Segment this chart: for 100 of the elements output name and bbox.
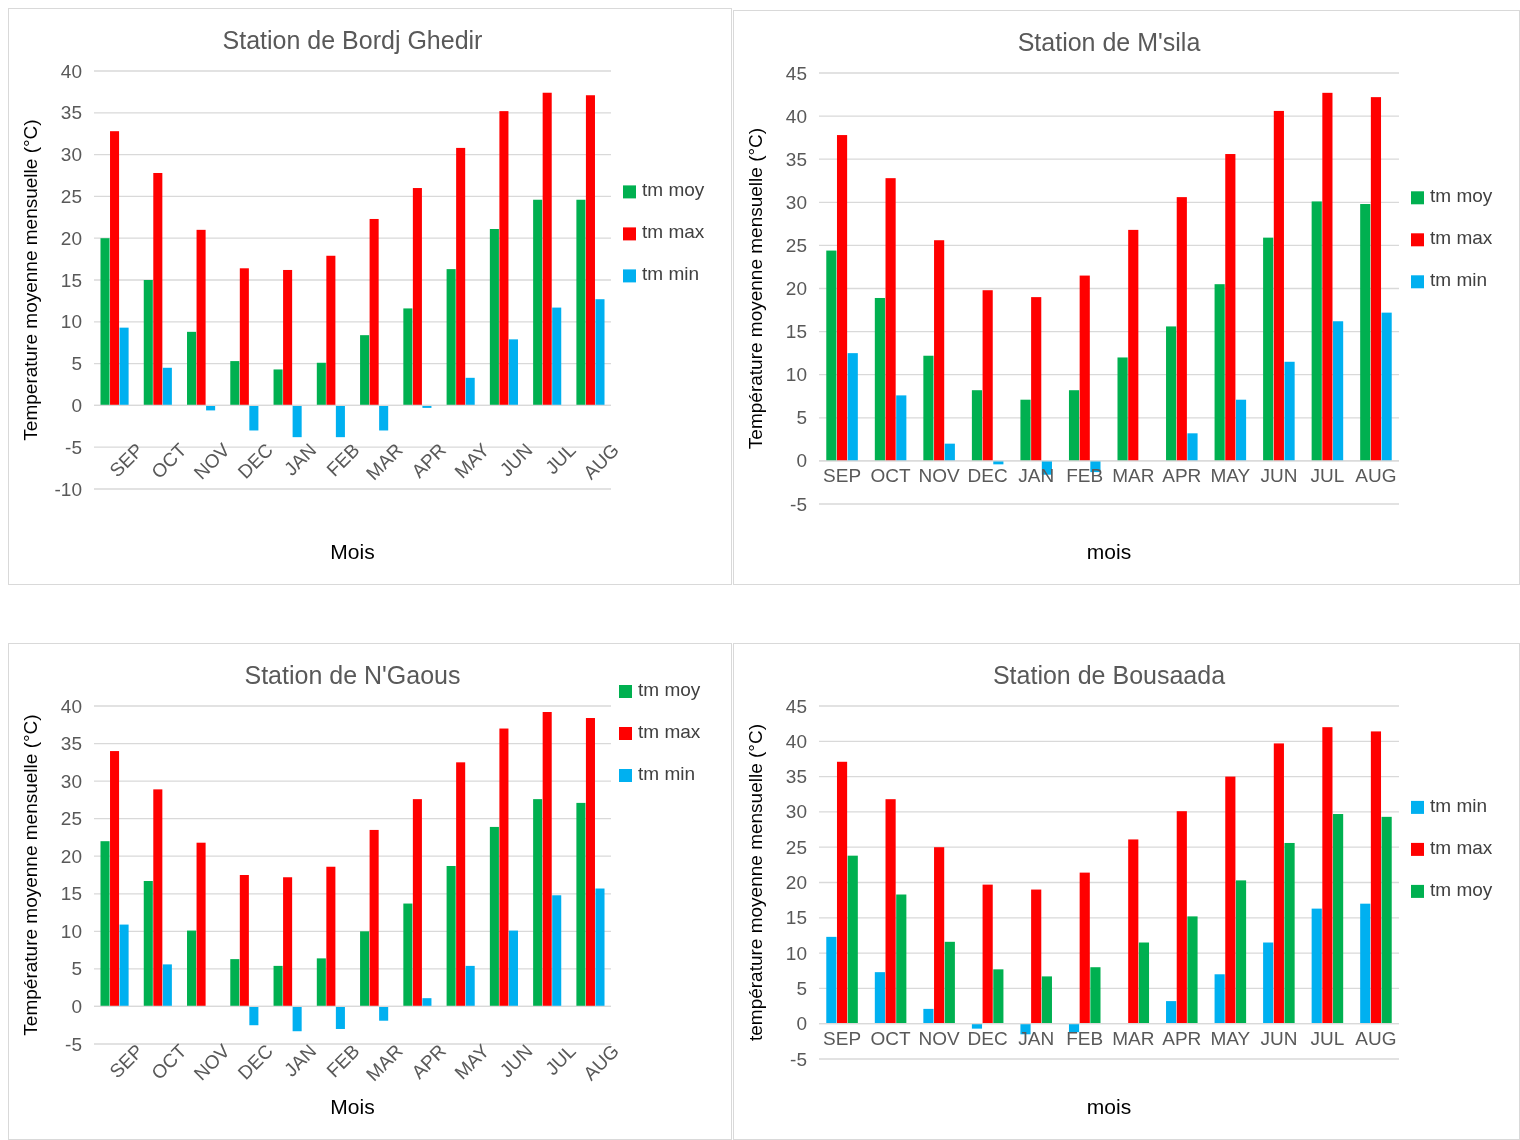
bar bbox=[412, 188, 422, 406]
legend-label: tm max bbox=[642, 221, 705, 243]
bar bbox=[1079, 872, 1090, 1024]
y-tick-label: 0 bbox=[796, 450, 807, 472]
y-tick-label: 40 bbox=[785, 105, 807, 127]
y-tick-label: 10 bbox=[785, 942, 807, 964]
bar bbox=[465, 965, 475, 1007]
bar bbox=[1360, 903, 1371, 1024]
y-tick-label: 15 bbox=[60, 269, 82, 291]
x-tick-label: FEB bbox=[1066, 1028, 1104, 1050]
x-tick-label: APR bbox=[1162, 465, 1202, 487]
bar bbox=[143, 280, 153, 406]
bar bbox=[153, 789, 163, 1007]
x-tick-label: JUN bbox=[1260, 1028, 1298, 1050]
bar bbox=[100, 238, 110, 406]
y-tick-label: 30 bbox=[785, 801, 807, 823]
bar bbox=[1322, 727, 1333, 1024]
x-tick-label: FEB bbox=[1066, 465, 1104, 487]
bar bbox=[934, 847, 945, 1024]
x-tick-label: JUN bbox=[1260, 465, 1298, 487]
bar bbox=[316, 958, 326, 1007]
y-tick-label: -10 bbox=[54, 478, 82, 500]
x-tick-label: DEC bbox=[967, 1028, 1008, 1050]
bar bbox=[1041, 976, 1052, 1024]
bar bbox=[508, 339, 518, 406]
bar bbox=[1166, 1001, 1177, 1024]
x-tick-label: NOV bbox=[918, 465, 961, 487]
y-tick-label: -5 bbox=[790, 1048, 807, 1070]
bar bbox=[982, 884, 993, 1024]
bar bbox=[896, 894, 907, 1024]
bar bbox=[1322, 92, 1333, 461]
chart-title: Station de M'sila bbox=[1017, 28, 1201, 56]
bar bbox=[187, 930, 197, 1007]
bar bbox=[239, 875, 249, 1007]
bar bbox=[283, 877, 293, 1007]
bar bbox=[533, 799, 543, 1007]
bar bbox=[847, 855, 858, 1024]
x-tick-label: JUL bbox=[541, 439, 580, 479]
x-tick-label: OCT bbox=[870, 1028, 912, 1050]
legend-label: tm min bbox=[1430, 794, 1487, 816]
bar bbox=[360, 931, 370, 1007]
bar bbox=[403, 308, 413, 406]
bar bbox=[1273, 110, 1284, 461]
bar bbox=[1284, 842, 1295, 1024]
bar bbox=[1381, 816, 1392, 1024]
bar bbox=[196, 229, 206, 406]
bar bbox=[1187, 916, 1198, 1024]
y-tick-label: 25 bbox=[60, 808, 82, 830]
bar bbox=[1020, 399, 1031, 461]
bar bbox=[885, 799, 896, 1024]
bar bbox=[1138, 942, 1150, 1024]
y-tick-label: 10 bbox=[785, 364, 807, 386]
bar bbox=[187, 331, 197, 406]
x-tick-label: MAY bbox=[1210, 465, 1251, 487]
x-tick-label: JUL bbox=[1310, 465, 1345, 487]
legend-label: tm max bbox=[1430, 227, 1493, 249]
bar bbox=[923, 1008, 934, 1024]
y-tick-label: 20 bbox=[60, 227, 82, 249]
y-tick-label: -5 bbox=[65, 436, 82, 458]
x-tick-label: APR bbox=[1162, 1028, 1202, 1050]
bar bbox=[923, 355, 934, 461]
bar bbox=[1128, 229, 1139, 461]
y-tick-label: 15 bbox=[785, 907, 807, 929]
bar bbox=[542, 712, 552, 1007]
y-tick-label: 5 bbox=[71, 353, 82, 375]
y-tick-label: -5 bbox=[790, 493, 807, 515]
bar bbox=[971, 390, 983, 461]
bar bbox=[944, 443, 955, 461]
legend-label: tm min bbox=[1430, 269, 1487, 291]
bar bbox=[1225, 776, 1236, 1024]
x-tick-label: SEP bbox=[105, 439, 148, 482]
bar bbox=[489, 229, 499, 406]
bar bbox=[403, 903, 413, 1007]
bar bbox=[446, 865, 456, 1007]
bar bbox=[934, 240, 945, 461]
legend-label: tm moy bbox=[1430, 185, 1493, 207]
bar bbox=[456, 762, 466, 1007]
bar bbox=[944, 941, 955, 1024]
bar bbox=[335, 1006, 345, 1029]
bar bbox=[533, 199, 543, 406]
y-tick-label: 15 bbox=[60, 883, 82, 905]
bar bbox=[993, 969, 1004, 1024]
bar bbox=[1214, 974, 1225, 1024]
y-tick-label: 35 bbox=[60, 733, 82, 755]
x-tick-label: MAR bbox=[1112, 465, 1155, 487]
bar bbox=[110, 131, 120, 406]
y-tick-label: 35 bbox=[785, 766, 807, 788]
bar bbox=[143, 881, 153, 1007]
y-tick-label: 5 bbox=[796, 977, 807, 999]
bar bbox=[230, 361, 240, 406]
x-axis-title: mois bbox=[1086, 540, 1132, 563]
bar bbox=[489, 826, 499, 1007]
bar bbox=[1370, 731, 1382, 1024]
y-tick-label: 40 bbox=[60, 695, 82, 717]
x-tick-label: DEC bbox=[967, 465, 1008, 487]
x-tick-label: MAR bbox=[1112, 1028, 1155, 1050]
bar bbox=[1031, 297, 1042, 461]
legend-label: tm moy bbox=[638, 679, 701, 700]
chart-title: Station de N'Gaous bbox=[244, 661, 461, 689]
bar bbox=[239, 268, 249, 406]
